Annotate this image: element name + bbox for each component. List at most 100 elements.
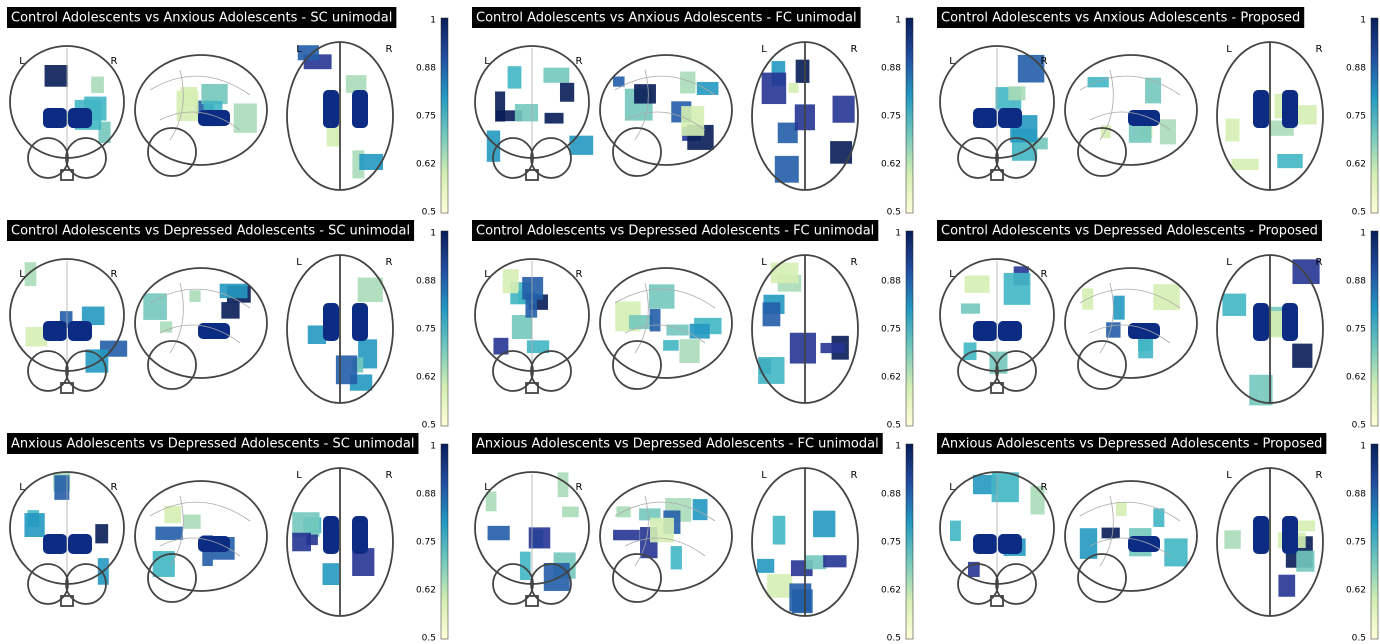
activation-blob xyxy=(758,357,784,384)
activation-blob xyxy=(24,513,44,537)
colorbar-tick-label: 0.5 xyxy=(422,634,436,644)
colorbar-tick-label: 0.5 xyxy=(1352,208,1366,218)
activation-blob xyxy=(184,515,201,529)
activation-blob xyxy=(833,96,855,123)
colorbar-tick-label: 0.5 xyxy=(887,208,901,218)
activation-blob xyxy=(198,110,230,126)
colorbar-tick-label: 1 xyxy=(895,229,901,239)
panel-title: Anxious Adolescents vs Depressed Adolesc… xyxy=(941,437,1322,452)
activation-blob xyxy=(697,82,719,95)
activation-blob xyxy=(813,511,835,538)
left-label: L xyxy=(19,269,25,280)
left-label: L xyxy=(484,56,490,67)
activation-blob xyxy=(352,303,368,341)
activation-blob xyxy=(788,83,798,93)
activation-blob xyxy=(359,154,383,170)
left-label: L xyxy=(296,257,302,268)
activation-blob xyxy=(569,136,593,155)
colorbar xyxy=(906,18,913,213)
sagittal-outline xyxy=(1065,55,1197,165)
activation-blob xyxy=(1277,154,1302,168)
activation-blob xyxy=(503,269,519,293)
panel-title: Control Adolescents vs Anxious Adolescen… xyxy=(476,11,857,26)
activation-blob xyxy=(560,83,574,102)
colorbar-tick-label: 0.5 xyxy=(422,208,436,218)
activation-blob xyxy=(823,555,846,567)
activation-blob xyxy=(778,123,798,144)
activation-blob xyxy=(1128,536,1160,552)
colorbar-tick-label: 0.88 xyxy=(416,64,436,74)
colorbar-tick-label: 0.88 xyxy=(416,490,436,500)
sagittal-cerebellum xyxy=(613,128,661,176)
activation-blob xyxy=(773,516,786,545)
activation-blob xyxy=(1160,119,1176,144)
panel: Control Adolescents vs Anxious Adolescen… xyxy=(937,7,1378,218)
colorbar-tick-label: 0.62 xyxy=(416,373,436,383)
activation-blob xyxy=(1113,296,1124,320)
activation-blob xyxy=(763,302,781,326)
colorbar xyxy=(1371,444,1378,639)
activation-blob xyxy=(43,321,67,341)
left-label: L xyxy=(1226,257,1232,268)
activation-map xyxy=(24,472,374,585)
sagittal-outline xyxy=(135,481,267,591)
colorbar-tick-label: 1 xyxy=(1360,16,1366,26)
activation-blob xyxy=(1164,538,1187,566)
right-label: R xyxy=(1041,482,1048,493)
activation-blob xyxy=(830,141,852,164)
colorbar xyxy=(906,231,913,426)
activation-blob xyxy=(155,527,182,540)
activation-blob xyxy=(45,65,68,87)
activation-map xyxy=(973,55,1317,170)
colorbar-tick-label: 0.88 xyxy=(1346,277,1366,287)
left-label: L xyxy=(296,44,302,55)
activation-blob xyxy=(25,262,37,286)
colorbar-tick-label: 1 xyxy=(895,16,901,26)
activation-map xyxy=(950,472,1315,596)
activation-blob xyxy=(616,506,630,517)
activation-blob xyxy=(95,524,108,543)
sagittal-cerebellum xyxy=(148,341,196,389)
colorbar-tick-label: 1 xyxy=(1360,442,1366,452)
activation-blob xyxy=(91,77,104,94)
activation-blob xyxy=(1106,322,1120,337)
right-label: R xyxy=(1041,56,1048,67)
panel-title: Control Adolescents vs Anxious Adolescen… xyxy=(11,11,392,26)
panel: Control Adolescents vs Anxious Adolescen… xyxy=(472,7,913,218)
colorbar-tick-label: 0.75 xyxy=(1346,325,1366,335)
colorbar-tick-label: 0.5 xyxy=(1352,634,1366,644)
right-label: R xyxy=(386,44,393,55)
right-label: R xyxy=(111,482,118,493)
activation-map xyxy=(43,45,383,178)
right-label: R xyxy=(111,56,118,67)
left-label: L xyxy=(949,56,955,67)
activation-map xyxy=(486,472,847,613)
panel: Control Adolescents vs Anxious Adolescen… xyxy=(7,7,448,218)
activation-blob xyxy=(562,507,579,518)
left-label: L xyxy=(1226,470,1232,481)
right-label: R xyxy=(576,56,583,67)
colorbar-tick-label: 0.75 xyxy=(881,325,901,335)
sagittal-cerebellum xyxy=(1078,554,1126,602)
panel: Control Adolescents vs Depressed Adolesc… xyxy=(472,220,913,431)
colorbar-tick-label: 0.62 xyxy=(1346,373,1366,383)
sagittal-cerebellum xyxy=(613,554,661,602)
left-label: L xyxy=(949,269,955,280)
right-label: R xyxy=(851,470,858,481)
activation-blob xyxy=(220,284,248,299)
activation-blob xyxy=(973,321,997,341)
activation-blob xyxy=(762,73,787,104)
left-label: L xyxy=(761,257,767,268)
colorbar xyxy=(441,444,448,639)
left-label: L xyxy=(19,56,25,67)
colorbar-tick-label: 0.75 xyxy=(881,112,901,122)
left-label: L xyxy=(949,482,955,493)
activation-blob xyxy=(973,108,997,128)
sagittal-outline xyxy=(1065,268,1197,378)
activation-blob xyxy=(679,339,699,363)
activation-blob xyxy=(68,108,92,128)
left-label: L xyxy=(296,470,302,481)
colorbar-tick-label: 0.62 xyxy=(416,160,436,170)
activation-blob xyxy=(1128,110,1160,126)
colorbar-tick-label: 0.88 xyxy=(416,277,436,287)
